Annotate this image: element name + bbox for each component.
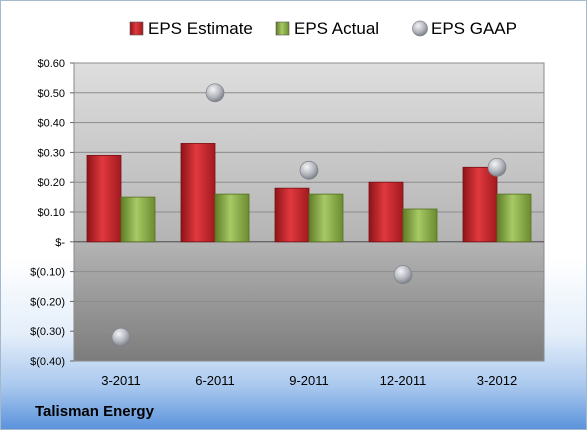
point-eps-gaap: [111, 327, 131, 347]
x-tick-label: 6-2011: [195, 373, 235, 388]
legend-eps-actual-label: EPS Actual: [294, 19, 379, 38]
y-tick-label: $(0.40): [30, 356, 65, 368]
y-tick-label: $0.10: [37, 207, 65, 219]
y-tick-label: $0.60: [37, 58, 65, 70]
bar-eps-estimate: [368, 181, 404, 243]
x-tick-label: 12-2011: [380, 373, 427, 388]
bar-eps-actual: [308, 193, 344, 243]
y-tick-label: $(0.20): [30, 296, 65, 308]
point-eps-gaap: [487, 157, 507, 177]
legend-eps-gaap-label: EPS GAAP: [431, 19, 517, 38]
y-tick-label: $-: [55, 237, 65, 249]
point-eps-gaap: [205, 83, 225, 103]
point-eps-gaap: [299, 160, 319, 180]
bar-eps-estimate: [86, 154, 122, 243]
legend-eps-estimate-label: EPS Estimate: [148, 19, 253, 38]
bar-eps-actual: [214, 193, 250, 243]
point-eps-gaap: [393, 265, 413, 284]
bar-eps-estimate: [274, 187, 310, 243]
company-name: Talisman Energy: [35, 403, 154, 420]
x-tick-label: 9-2011: [289, 373, 329, 388]
y-tick-label: $0.20: [37, 177, 65, 189]
x-tick-label: 3-2011: [101, 373, 141, 388]
y-tick-label: $(0.30): [30, 326, 65, 338]
legend-eps-estimate-swatch: [129, 21, 144, 36]
y-tick-label: $(0.10): [30, 267, 65, 279]
bar-eps-actual: [402, 208, 438, 243]
y-tick-label: $0.50: [37, 88, 65, 100]
legend-eps-actual-swatch: [275, 21, 290, 36]
legend-eps-gaap-swatch: [412, 20, 428, 37]
y-tick-label: $0.30: [37, 147, 65, 159]
bar-eps-estimate: [462, 166, 498, 243]
bar-eps-actual: [496, 193, 532, 243]
y-tick-label: $0.40: [37, 118, 65, 130]
bar-eps-actual: [120, 196, 156, 243]
x-tick-label: 3-2012: [477, 373, 517, 388]
bar-eps-estimate: [180, 143, 216, 243]
